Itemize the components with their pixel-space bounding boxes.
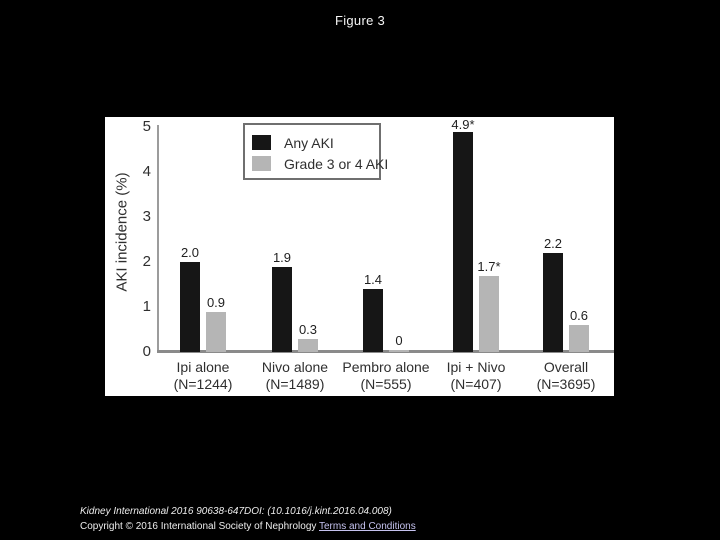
category-label: Pembro alone (N=555) xyxy=(331,359,441,393)
bar-value-label: 2.0 xyxy=(180,245,200,260)
category-label: Ipi + Nivo (N=407) xyxy=(421,359,531,393)
y-tick-label: 0 xyxy=(142,343,151,360)
bar-grade34-aki xyxy=(206,311,226,352)
category-label: Ipi alone (N=1244) xyxy=(148,359,258,393)
bar-value-label: 1.7* xyxy=(477,258,501,274)
legend-label: Any AKI xyxy=(284,134,334,151)
legend-item: Any AKI xyxy=(252,132,379,153)
bar-any-aki xyxy=(272,266,292,352)
bar-value-label: 4.9* xyxy=(451,117,475,132)
bar-value-label: 2.2 xyxy=(543,236,563,251)
citation-line: Kidney International 2016 90638-647DOI: … xyxy=(80,506,392,517)
category-n: (N=407) xyxy=(450,376,502,392)
bar-grade34-aki xyxy=(569,325,589,352)
chart-area: AKI incidence (%) 0 1 2 3 4 5 Any AKI Grade 3 o… xyxy=(105,117,614,396)
bar-any-aki xyxy=(363,289,383,352)
bar-grade34-aki xyxy=(389,350,409,352)
bar-value-label: 0.9 xyxy=(206,294,226,310)
bar-any-aki xyxy=(543,253,563,352)
category-n: (N=555) xyxy=(360,376,412,392)
category-label: Nivo alone (N=1489) xyxy=(240,359,350,393)
category-name: Pembro alone xyxy=(342,359,430,375)
category-label: Overall (N=3695) xyxy=(511,359,621,393)
category-n: (N=1489) xyxy=(265,376,325,392)
y-axis-title: AKI incidence (%) xyxy=(113,172,131,292)
figure-title: Figure 3 xyxy=(334,13,386,28)
bar-grade34-aki xyxy=(298,338,318,352)
terms-link[interactable]: Terms and Conditions xyxy=(319,521,416,532)
category-name: Ipi + Nivo xyxy=(446,359,506,375)
legend-swatch xyxy=(252,156,271,171)
category-name: Overall xyxy=(543,359,589,375)
legend-swatch xyxy=(252,135,271,150)
legend: Any AKI Grade 3 or 4 AKI xyxy=(243,123,388,180)
bar-value-label: 0.6 xyxy=(569,308,589,323)
y-axis-line xyxy=(157,125,159,352)
y-tick-label: 4 xyxy=(142,163,151,180)
bar-value-label: 1.4 xyxy=(363,272,383,287)
category-name: Nivo alone xyxy=(261,359,329,375)
bar-value-label: 0 xyxy=(395,333,403,348)
category-name: Ipi alone xyxy=(176,359,230,375)
copyright-text: Copyright © 2016 International Society o… xyxy=(80,521,319,532)
bar-grade34-aki xyxy=(479,275,499,352)
copyright-line: Copyright © 2016 International Society o… xyxy=(80,521,416,532)
y-tick-label: 3 xyxy=(142,208,151,225)
bar-any-aki xyxy=(453,131,473,352)
category-n: (N=1244) xyxy=(173,376,233,392)
y-tick-label: 5 xyxy=(142,118,151,135)
bar-value-label: 0.3 xyxy=(298,321,318,337)
x-axis-line xyxy=(157,350,614,353)
y-tick-label: 1 xyxy=(142,298,151,315)
legend-label: Grade 3 or 4 AKI xyxy=(284,155,389,172)
legend-item: Grade 3 or 4 AKI xyxy=(252,153,388,174)
category-n: (N=3695) xyxy=(536,376,596,392)
bar-value-label: 1.9 xyxy=(272,249,292,265)
bar-any-aki xyxy=(180,262,200,352)
y-tick-label: 2 xyxy=(142,253,151,270)
